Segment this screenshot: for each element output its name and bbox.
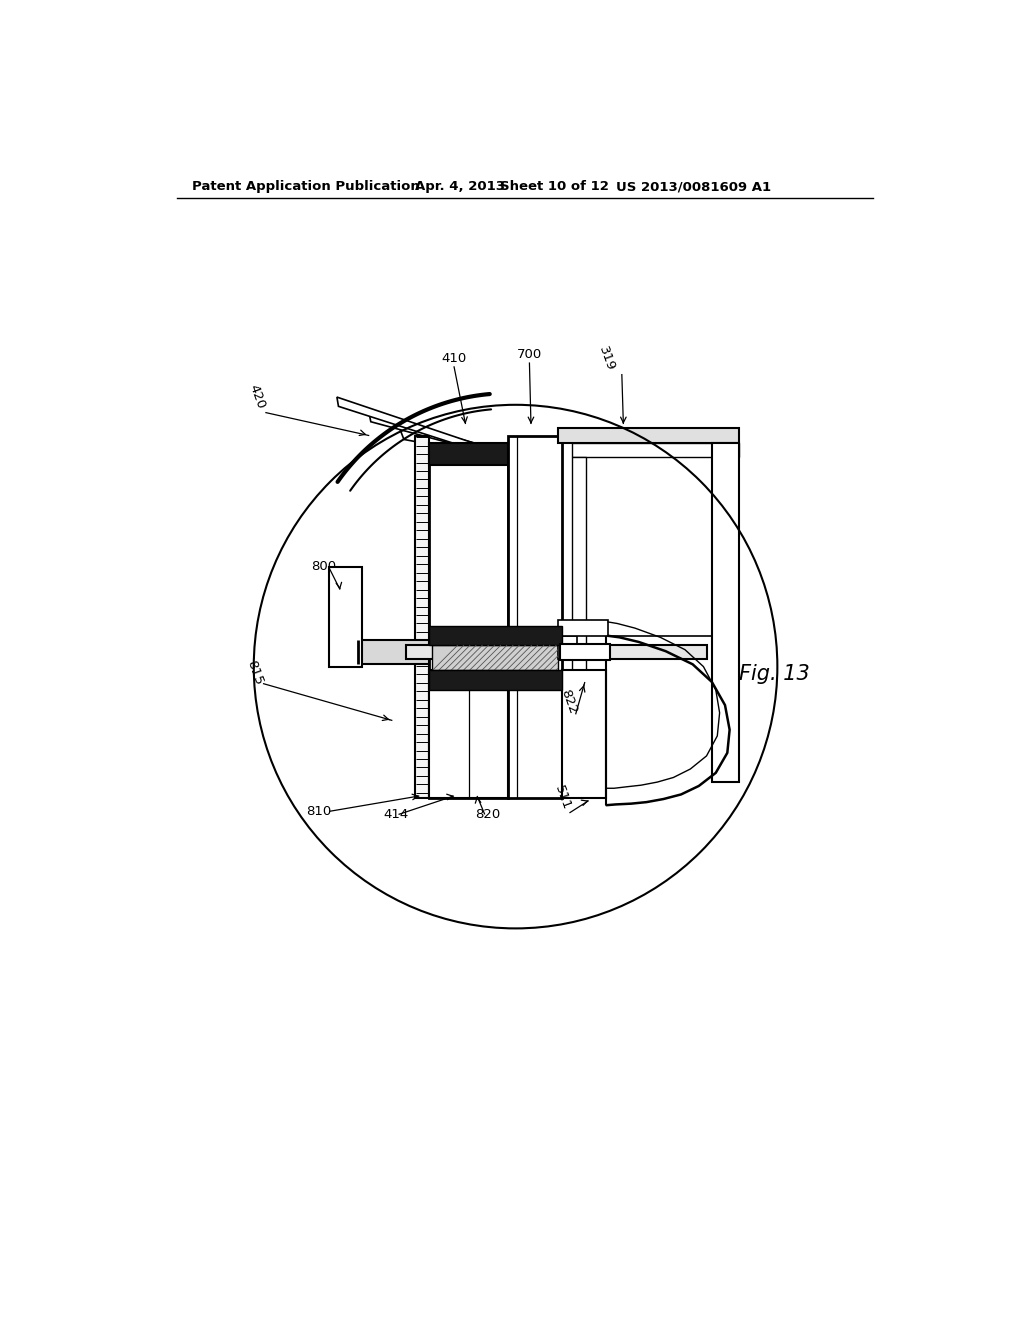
Text: Apr. 4, 2013: Apr. 4, 2013 xyxy=(416,181,506,194)
Text: 700: 700 xyxy=(517,348,542,362)
Text: 410: 410 xyxy=(441,352,467,366)
Polygon shape xyxy=(337,397,506,461)
Polygon shape xyxy=(370,414,508,459)
Polygon shape xyxy=(400,429,508,459)
Text: 810: 810 xyxy=(306,805,332,818)
Bar xyxy=(571,457,586,781)
Bar xyxy=(429,671,508,797)
Bar xyxy=(429,444,508,797)
Text: 414: 414 xyxy=(383,808,409,821)
Bar xyxy=(407,645,707,659)
Bar xyxy=(712,444,739,781)
Text: Sheet 10 of 12: Sheet 10 of 12 xyxy=(500,181,609,194)
Text: 800: 800 xyxy=(311,560,337,573)
Text: 822: 822 xyxy=(558,688,579,715)
Bar xyxy=(571,444,739,457)
Bar xyxy=(508,436,562,797)
Text: 511: 511 xyxy=(553,783,573,812)
Bar xyxy=(429,444,508,465)
Text: 820: 820 xyxy=(475,808,501,821)
Bar xyxy=(558,620,608,636)
Bar xyxy=(416,436,429,797)
Bar xyxy=(429,626,562,645)
Text: 420: 420 xyxy=(246,383,267,412)
Bar xyxy=(558,428,739,444)
Bar xyxy=(330,566,361,667)
Polygon shape xyxy=(431,444,508,459)
Text: 815: 815 xyxy=(245,659,265,686)
Bar xyxy=(560,644,610,660)
Bar xyxy=(562,671,606,797)
Bar xyxy=(429,671,562,689)
Text: Fig. 13: Fig. 13 xyxy=(739,664,810,684)
Text: 319: 319 xyxy=(596,345,616,372)
Bar xyxy=(558,636,578,659)
Text: US 2013/0081609 A1: US 2013/0081609 A1 xyxy=(615,181,771,194)
Text: Patent Application Publication: Patent Application Publication xyxy=(193,181,420,194)
Bar xyxy=(432,645,558,671)
Bar xyxy=(358,640,429,664)
